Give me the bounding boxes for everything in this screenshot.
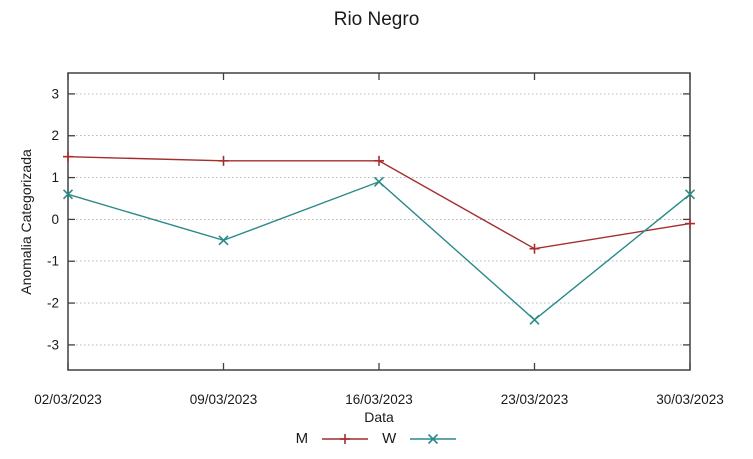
svg-text:3: 3	[51, 86, 59, 101]
series-M-marker	[529, 243, 540, 254]
legend-item-m: M	[296, 430, 370, 447]
series-W-marker	[684, 189, 696, 200]
svg-text:09/03/2023: 09/03/2023	[190, 392, 258, 407]
svg-text:23/03/2023: 23/03/2023	[501, 392, 569, 407]
legend-sample-line-w	[410, 433, 457, 444]
svg-text:2: 2	[51, 128, 59, 143]
legend-marker-M	[340, 433, 351, 444]
series-M-marker	[63, 151, 73, 162]
chart-title: Rio Negro	[333, 9, 420, 30]
svg-text:30/03/2023: 30/03/2023	[656, 392, 724, 407]
svg-text:02/03/2023: 02/03/2023	[34, 392, 102, 407]
series-W-line	[67, 180, 691, 321]
svg-text:0: 0	[51, 212, 59, 227]
svg-text:1: 1	[51, 170, 59, 185]
series-W-marker	[373, 176, 385, 187]
svg-text:-2: -2	[47, 296, 59, 311]
svg-text:16/03/2023: 16/03/2023	[345, 392, 413, 407]
series-M-line	[67, 155, 691, 250]
legend-marker-W	[428, 433, 439, 444]
svg-text:-1: -1	[47, 254, 59, 269]
series-W-marker	[218, 235, 229, 246]
series-M-marker	[218, 155, 229, 166]
legend-sample-line-m	[322, 433, 369, 444]
legend-item-w: W	[382, 430, 457, 447]
legend-label-w: W	[382, 430, 397, 447]
x-axis-label: Data	[364, 409, 394, 425]
legend: M W	[0, 430, 753, 447]
legend-label-m: M	[295, 430, 309, 447]
series-W-marker	[529, 314, 540, 325]
series-M-marker	[374, 155, 384, 166]
series-W-marker	[62, 189, 74, 200]
svg-text:-3: -3	[47, 337, 59, 352]
series-M-marker	[685, 218, 695, 229]
